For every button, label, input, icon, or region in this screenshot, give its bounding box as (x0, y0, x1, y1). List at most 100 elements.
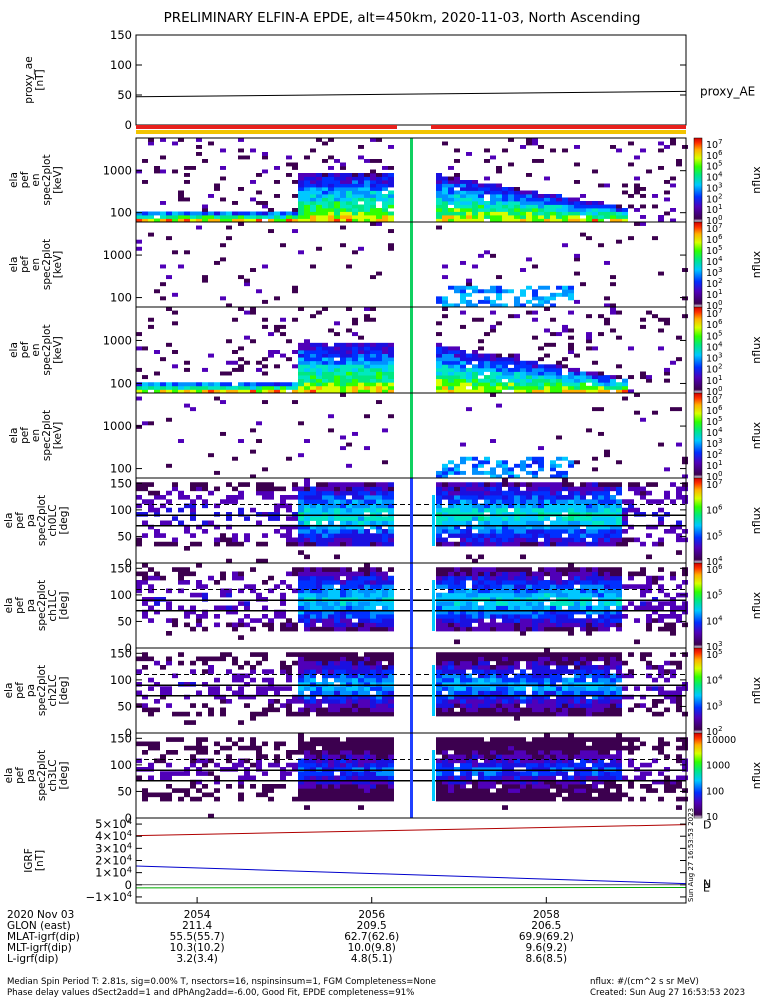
heatmap-cell (340, 386, 346, 390)
heatmap-cell (484, 682, 490, 687)
heatmap-cell (358, 618, 364, 623)
heatmap-cell (454, 593, 460, 598)
heatmap-cell (628, 346, 634, 350)
heatmap-cell (448, 499, 454, 504)
heatmap-cell (388, 180, 394, 184)
heatmap-cell (352, 708, 358, 713)
heatmap-cell (148, 686, 154, 691)
heatmap-cell (514, 314, 520, 318)
heatmap-cell (634, 618, 640, 623)
heatmap-cell (436, 215, 442, 219)
heatmap-cell (538, 194, 544, 198)
heatmap-cell (286, 163, 292, 167)
heatmap-cell (298, 198, 304, 202)
heatmap-cell (466, 682, 472, 687)
heatmap-cell (244, 215, 250, 219)
heatmap-cell (322, 307, 328, 311)
heatmap-cell (538, 460, 544, 464)
heatmap-cell (358, 491, 364, 496)
heatmap-cell (298, 354, 304, 358)
heatmap-cell (184, 495, 190, 500)
heatmap-cell (526, 491, 532, 496)
heatmap-cell (166, 508, 172, 513)
heatmap-cell (472, 379, 478, 383)
heatmap-cell (382, 173, 388, 177)
gap-strip (410, 393, 413, 478)
y-axis-label: [deg] (58, 507, 70, 535)
heatmap-cell (370, 343, 376, 347)
heatmap-cell (460, 606, 466, 611)
heatmap-cell (490, 471, 496, 475)
heatmap-cell (520, 542, 526, 547)
heatmap-cell (478, 187, 484, 191)
heatmap-cell (364, 343, 370, 347)
heatmap-cell (142, 159, 148, 163)
heatmap-cell (154, 289, 160, 293)
heatmap-cell (316, 482, 322, 487)
heatmap-cell (490, 286, 496, 290)
heatmap-cell (376, 678, 382, 683)
heatmap-cell (598, 538, 604, 543)
heatmap-cell (358, 343, 364, 347)
heatmap-cell (514, 208, 520, 212)
heatmap-cell (526, 194, 532, 198)
heatmap-cell (388, 414, 394, 418)
heatmap-cell (340, 491, 346, 496)
heatmap-cell (484, 495, 490, 500)
heatmap-cell (202, 279, 208, 283)
heatmap-cell (244, 601, 250, 606)
heatmap-cell (352, 184, 358, 188)
heatmap-cell (442, 467, 448, 471)
heatmap-cell (322, 208, 328, 212)
heatmap-cell (286, 516, 292, 521)
heatmap-cell (568, 657, 574, 662)
heatmap-cell (568, 386, 574, 390)
heatmap-cell (586, 512, 592, 517)
heatmap-cell (490, 572, 496, 577)
heatmap-cell (298, 382, 304, 386)
heatmap-cell (544, 495, 550, 500)
heatmap-cell (598, 521, 604, 526)
heatmap-cell (478, 580, 484, 585)
heatmap-cell (574, 354, 580, 358)
gap-edge-strip (432, 580, 435, 631)
heatmap-cell (214, 580, 220, 585)
heatmap-cell (514, 686, 520, 691)
heatmap-cell (514, 716, 520, 721)
heatmap-cell (526, 173, 532, 177)
heatmap-cell (382, 691, 388, 696)
heatmap-cell (592, 495, 598, 500)
heatmap-cell (370, 669, 376, 674)
colorbar (694, 222, 702, 307)
heatmap-cell (454, 516, 460, 521)
heatmap-cell (568, 614, 574, 619)
heatmap-cell (484, 508, 490, 513)
heatmap-cell (256, 421, 262, 425)
heatmap-cell (166, 386, 172, 390)
heatmap-cell (580, 584, 586, 589)
heatmap-cell (598, 243, 604, 247)
heatmap-cell (580, 703, 586, 708)
heatmap-cell (490, 289, 496, 293)
heatmap-cell (238, 542, 244, 547)
heatmap-cell (568, 350, 574, 354)
heatmap-cell (484, 354, 490, 358)
heatmap-cell (592, 529, 598, 534)
heatmap-cell (460, 460, 466, 464)
heatmap-cell (484, 580, 490, 585)
heatmap-cell (586, 372, 592, 376)
heatmap-cell (388, 375, 394, 379)
heatmap-cell (514, 212, 520, 216)
heatmap-cell (622, 208, 628, 212)
y-tick-label: 1000 (103, 248, 132, 262)
heatmap-cell (382, 487, 388, 492)
heatmap-cell (148, 597, 154, 602)
heatmap-cell (328, 166, 334, 170)
heatmap-cell (610, 282, 616, 286)
heatmap-cell (346, 177, 352, 181)
heatmap-cell (298, 215, 304, 219)
heatmap-cell (298, 682, 304, 687)
heatmap-cell (136, 682, 142, 687)
heatmap-cell (448, 350, 454, 354)
heatmap-cell (466, 699, 472, 704)
